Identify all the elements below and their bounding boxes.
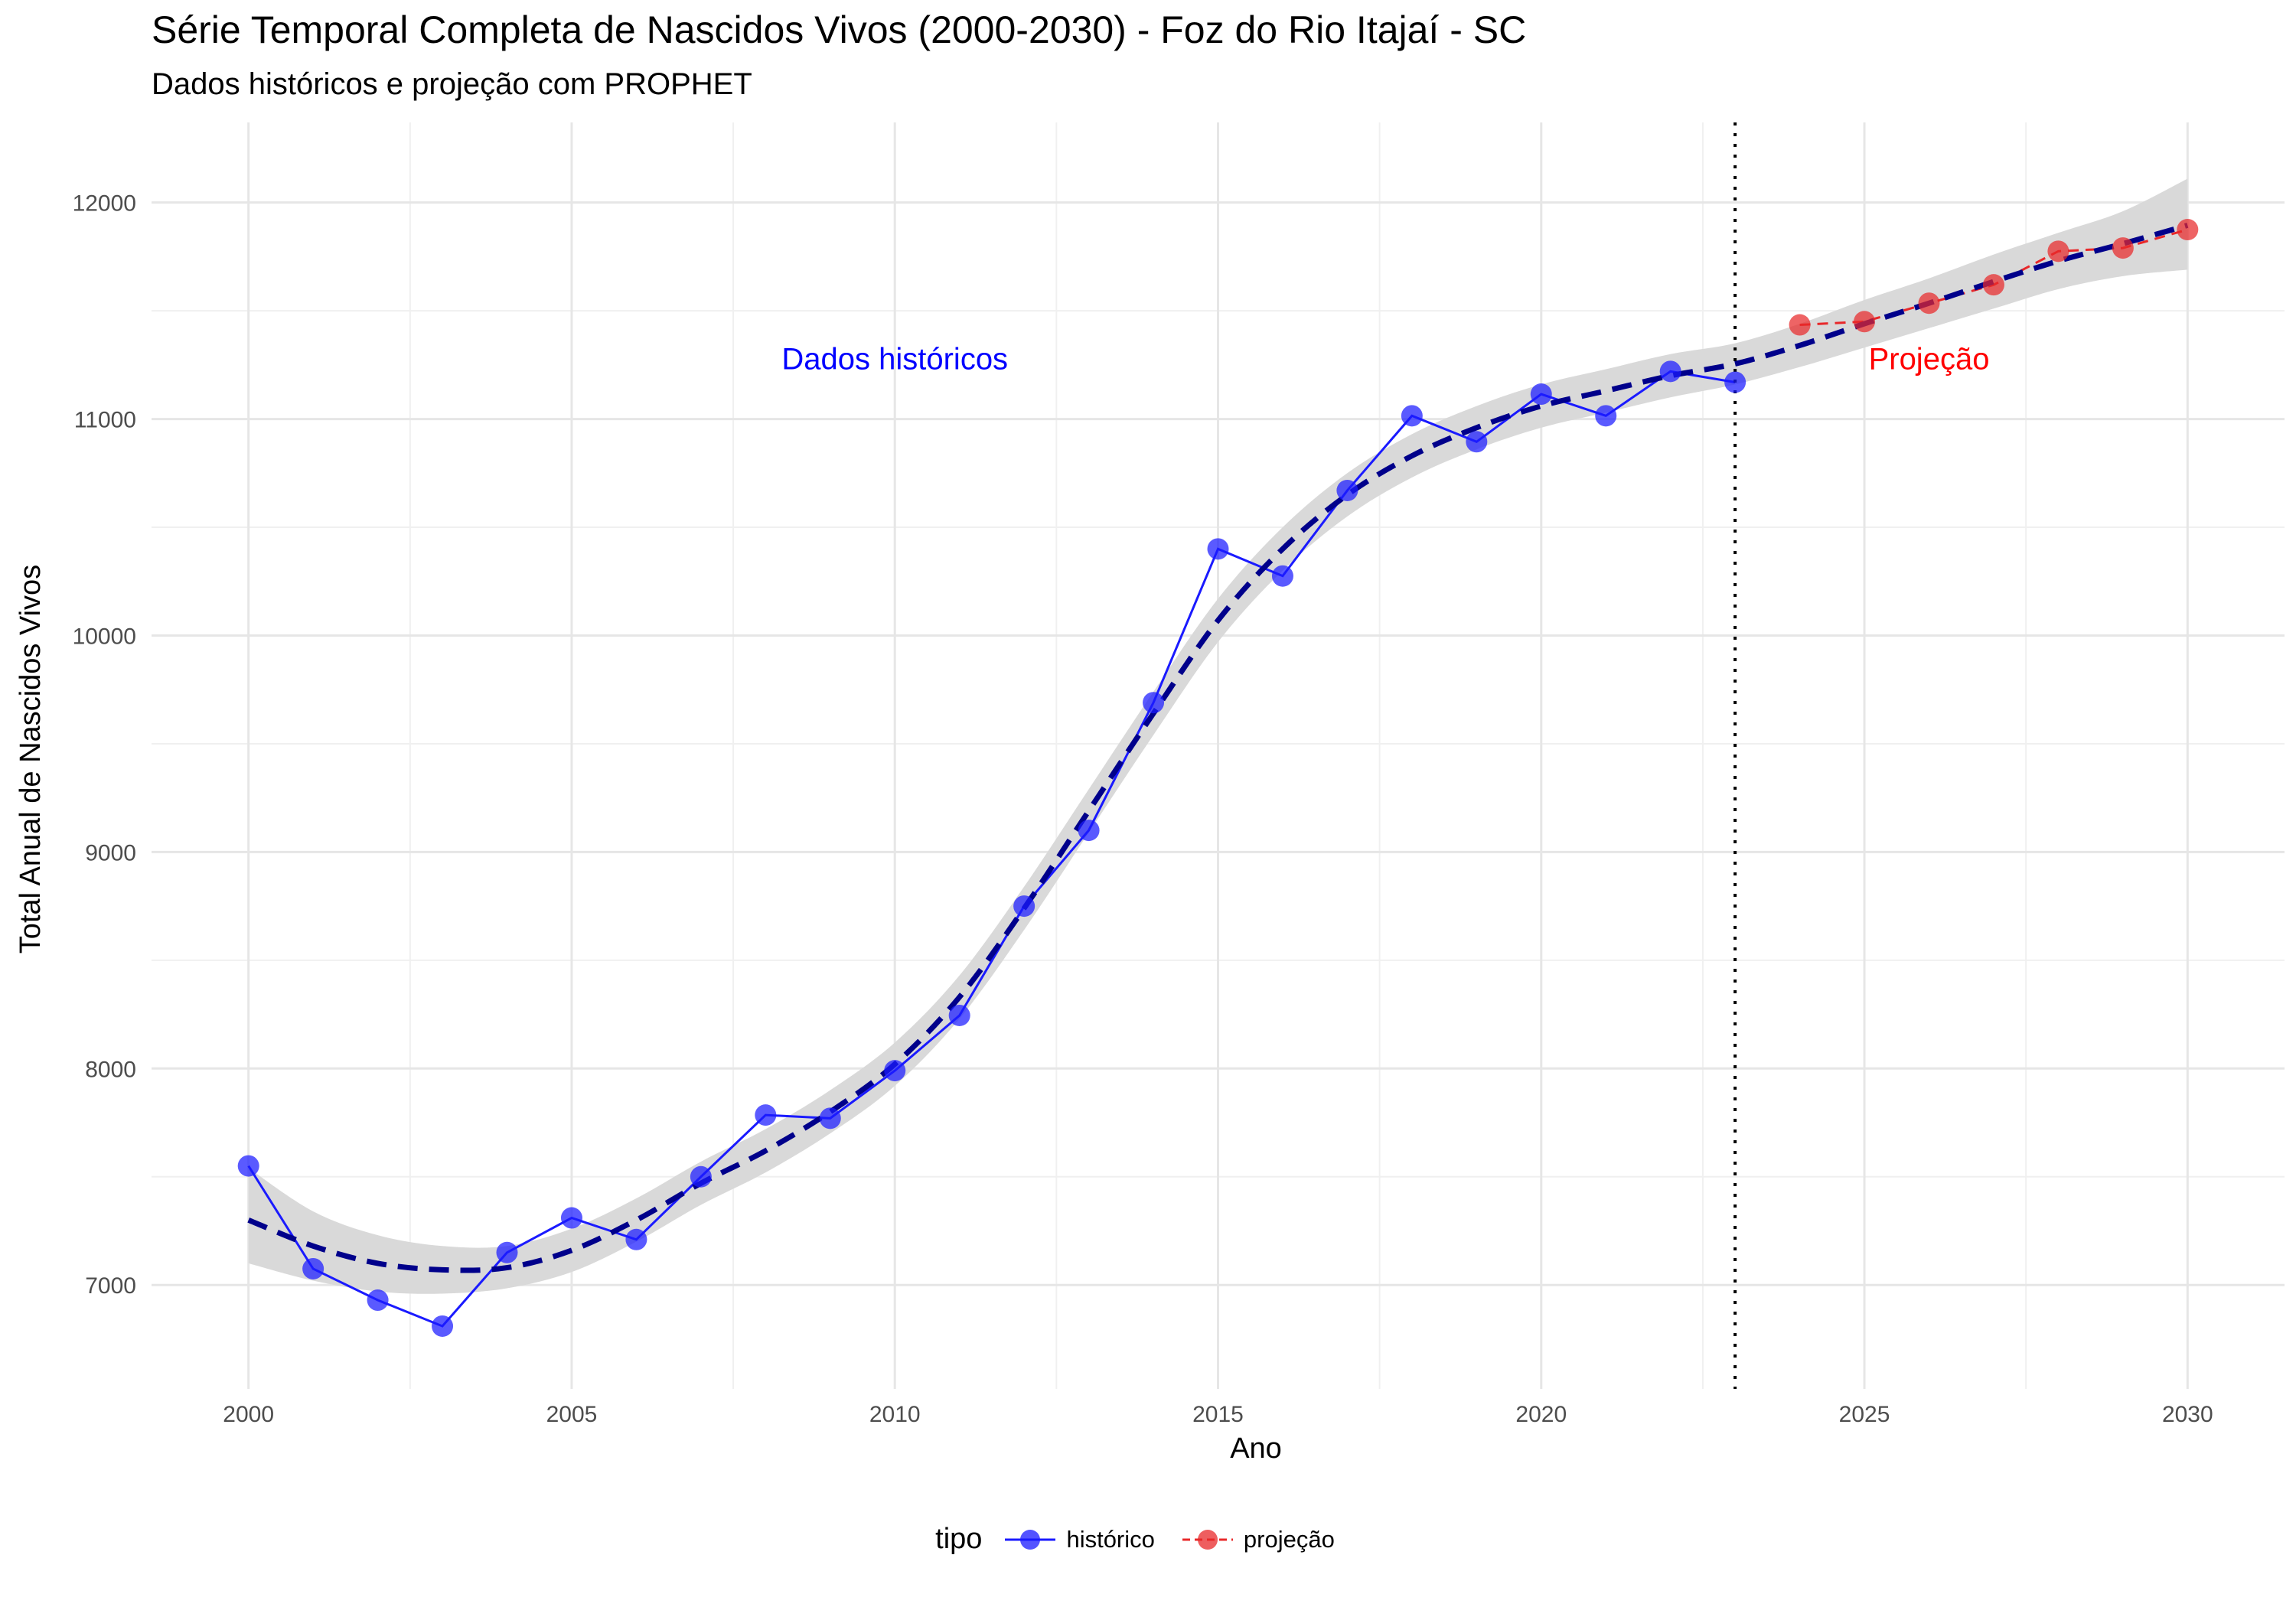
chart-subtitle: Dados históricos e projeção com PROPHET <box>152 67 752 101</box>
point-historico <box>1271 565 1293 587</box>
point-historico <box>625 1228 647 1250</box>
annotation-dados-historicos: Dados históricos <box>781 342 1008 376</box>
y-tick-label: 10000 <box>73 624 136 649</box>
x-tick-label: 2025 <box>1839 1402 1890 1427</box>
legend-item-projecao: projeção <box>1181 1526 1335 1553</box>
chart-title: Série Temporal Completa de Nascidos Vivo… <box>152 8 1527 51</box>
y-tick-label: 7000 <box>85 1273 136 1299</box>
point-historico <box>1336 479 1358 501</box>
point-historico <box>948 1004 970 1026</box>
point-historico <box>1724 371 1746 393</box>
point-projecao <box>1789 314 1811 336</box>
point-projecao <box>1854 311 1876 333</box>
point-historico <box>1143 692 1165 714</box>
point-historico <box>1207 538 1229 560</box>
legend-item-historico: histórico <box>1003 1525 1155 1553</box>
point-historico <box>560 1207 582 1229</box>
point-historico <box>1530 383 1552 406</box>
legend-label-historico: histórico <box>1066 1525 1155 1553</box>
y-tick-label: 8000 <box>85 1057 136 1082</box>
x-tick-label: 2020 <box>1515 1402 1567 1427</box>
trend-line <box>247 223 2189 1273</box>
annotations: Dados históricos Projeção <box>781 342 1989 376</box>
point-historico <box>1013 895 1035 918</box>
point-historico <box>1466 431 1488 453</box>
y-tick-label: 12000 <box>73 191 136 217</box>
y-tick-labels: 7000 8000 9000 10000 11000 12000 <box>73 191 136 1299</box>
point-historico <box>819 1107 841 1129</box>
x-tick-label: 2030 <box>2162 1402 2213 1427</box>
point-historico <box>1078 820 1100 842</box>
legend-swatch-projecao <box>1182 1529 1233 1550</box>
point-historico <box>755 1104 777 1126</box>
y-tick-label: 9000 <box>85 840 136 865</box>
point-historico <box>432 1315 454 1337</box>
point-historico <box>302 1257 325 1279</box>
point-historico <box>1595 405 1617 427</box>
trend-line-path <box>247 223 2189 1273</box>
point-projecao <box>2047 240 2069 262</box>
point-historico <box>690 1165 712 1188</box>
data-points <box>237 219 2199 1337</box>
x-tick-labels: 2000 2005 2010 2015 2020 2025 2030 <box>223 1402 2213 1427</box>
y-tick-label: 11000 <box>74 408 136 433</box>
legend-label-projecao: projeção <box>1243 1525 1335 1553</box>
point-projecao <box>2112 237 2134 259</box>
point-projecao <box>1918 292 1940 315</box>
legend: tipo histórico projeção <box>0 1523 2296 1556</box>
x-tick-label: 2010 <box>869 1402 921 1427</box>
x-tick-label: 2005 <box>546 1402 598 1427</box>
point-historico <box>367 1289 389 1312</box>
series-line-historico <box>247 370 1736 1328</box>
point-historico <box>237 1155 259 1177</box>
point-projecao <box>1982 274 2004 296</box>
annotation-projecao: Projeção <box>1869 342 1990 376</box>
major-gridlines <box>152 122 2285 1389</box>
legend-title: tipo <box>935 1523 983 1555</box>
point-historico <box>1401 405 1423 427</box>
point-historico <box>1659 360 1681 383</box>
y-axis-label: Total Anual de Nascidos Vivos <box>15 565 47 953</box>
x-axis-label: Ano <box>1230 1433 1282 1465</box>
point-historico <box>496 1241 518 1263</box>
x-tick-label: 2000 <box>223 1402 274 1427</box>
point-historico <box>884 1060 906 1082</box>
point-projecao <box>2177 219 2199 241</box>
x-tick-label: 2015 <box>1192 1402 1244 1427</box>
legend-swatch-historico <box>1005 1529 1056 1550</box>
